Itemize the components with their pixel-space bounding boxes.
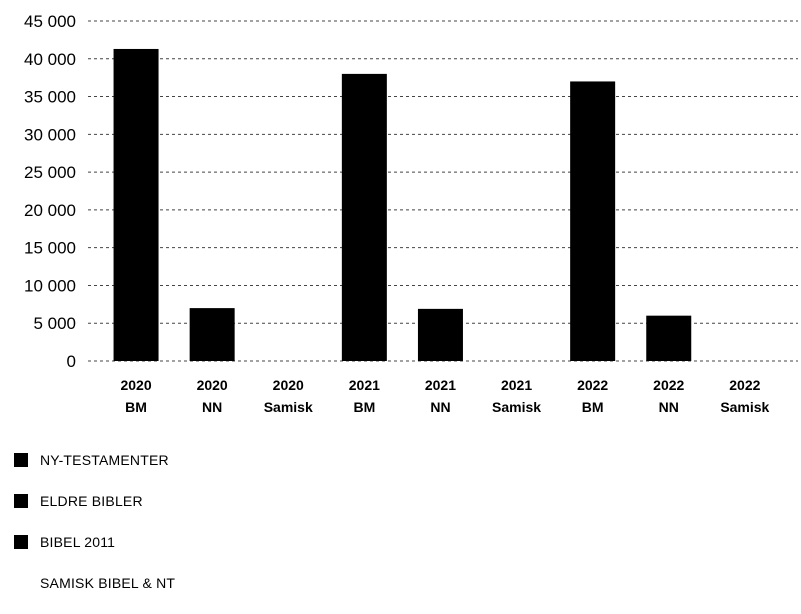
- bar: [570, 81, 616, 361]
- x-tick-label-year: 2022: [653, 377, 684, 393]
- bar: [417, 308, 463, 361]
- legend-label: BIBEL 2011: [40, 534, 116, 550]
- x-tick-label-year: 2022: [729, 377, 760, 393]
- x-tick-label-year: 2022: [577, 377, 608, 393]
- x-tick-label-year: 2021: [425, 377, 456, 393]
- y-tick-label: 30 000: [24, 125, 76, 144]
- x-tick-label-year: 2020: [120, 377, 151, 393]
- bar: [189, 308, 235, 361]
- x-tick-label-edition: Samisk: [264, 399, 313, 415]
- legend-item-samisk-bibel-nt: SAMISK BIBEL & NT: [14, 573, 175, 593]
- legend-swatch: [14, 453, 28, 467]
- x-tick-label-edition: NN: [202, 399, 222, 415]
- y-tick-label: 20 000: [24, 201, 76, 220]
- legend-item-eldre-bibler: ELDRE BIBLER: [14, 491, 175, 511]
- y-tick-label: 40 000: [24, 50, 76, 69]
- y-tick-label: 45 000: [24, 12, 76, 31]
- x-tick-label-year: 2020: [197, 377, 228, 393]
- bar: [113, 48, 159, 361]
- y-tick-label: 5 000: [33, 314, 76, 333]
- y-tick-label: 25 000: [24, 163, 76, 182]
- legend-swatch: [14, 494, 28, 508]
- legend-swatch: [14, 535, 28, 549]
- legend-item-ny-testamenter: NY-TESTAMENTER: [14, 450, 175, 470]
- y-tick-label: 35 000: [24, 88, 76, 107]
- legend: NY-TESTAMENTER ELDRE BIBLER BIBEL 2011 S…: [14, 450, 175, 614]
- y-tick-label: 10 000: [24, 276, 76, 295]
- x-tick-label-edition: BM: [125, 399, 147, 415]
- legend-label: SAMISK BIBEL & NT: [40, 575, 176, 591]
- x-tick-label-edition: NN: [430, 399, 450, 415]
- legend-label: ELDRE BIBLER: [40, 493, 143, 509]
- legend-item-bibel-2011: BIBEL 2011: [14, 532, 175, 552]
- legend-swatch: [14, 576, 28, 590]
- x-tick-label-edition: BM: [353, 399, 375, 415]
- x-tick-label-edition: Samisk: [492, 399, 541, 415]
- x-tick-label-year: 2020: [273, 377, 304, 393]
- y-tick-label: 0: [67, 352, 76, 371]
- x-tick-label-year: 2021: [349, 377, 380, 393]
- x-tick-label-edition: NN: [659, 399, 679, 415]
- bar: [341, 73, 387, 361]
- x-tick-label-edition: BM: [582, 399, 604, 415]
- bar: [646, 315, 692, 361]
- bar-chart: 0 5 000 10 000 15 000 20 000 25 000 30 000 35 0…: [24, 12, 798, 415]
- legend-label: NY-TESTAMENTER: [40, 452, 169, 468]
- x-tick-label-edition: Samisk: [720, 399, 769, 415]
- y-tick-label: 15 000: [24, 239, 76, 258]
- x-tick-label-year: 2021: [501, 377, 532, 393]
